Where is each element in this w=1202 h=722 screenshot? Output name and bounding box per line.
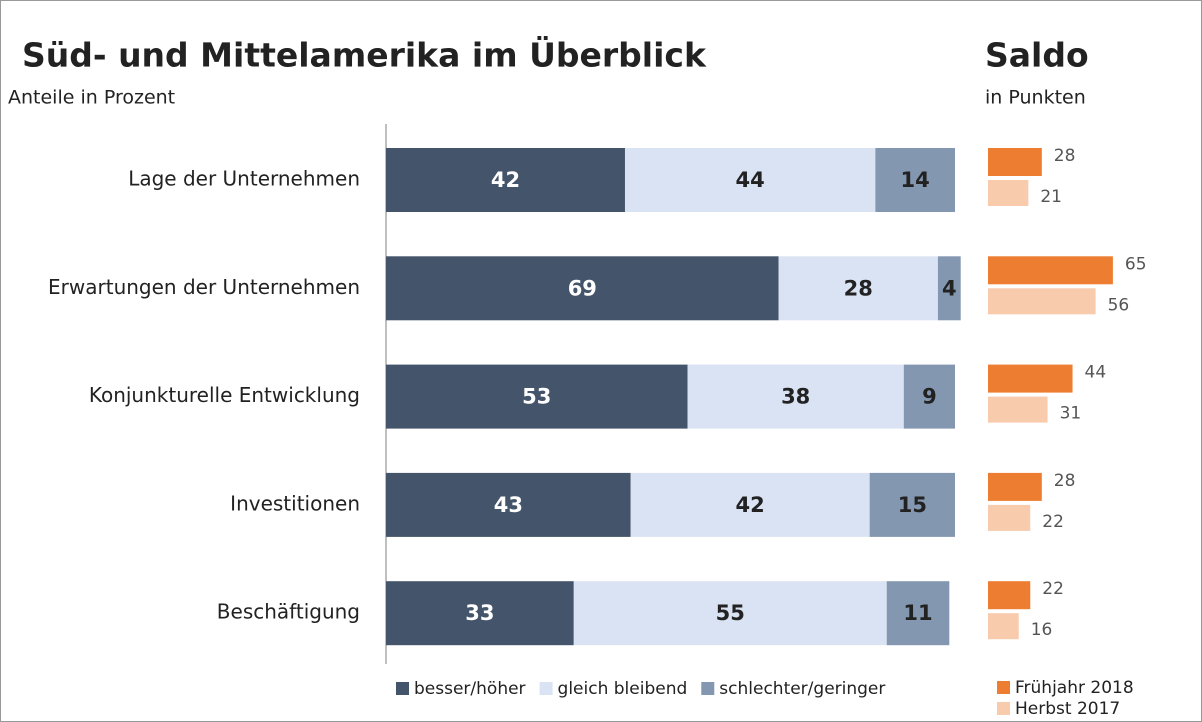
saldo-label: 44 (1085, 363, 1107, 383)
data-label: 42 (736, 493, 765, 517)
data-label: 28 (844, 276, 873, 300)
saldo-bar (988, 256, 1113, 285)
chart-title: Süd- und Mittelamerika im Überblick (22, 35, 707, 75)
data-label: 55 (716, 601, 745, 625)
bar-segment (903, 364, 955, 429)
bar-segment (869, 472, 955, 537)
legend-swatch (997, 702, 1010, 715)
data-label: 69 (568, 276, 597, 300)
saldo-bar (988, 613, 1019, 640)
category-label: Erwartungen der Unternehmen (48, 275, 360, 299)
data-label: 33 (465, 601, 494, 625)
bar-segment (386, 364, 688, 429)
saldo-label: 28 (1054, 146, 1076, 166)
saldo-subtitle: in Punkten (985, 87, 1086, 109)
saldo-bar (988, 364, 1073, 393)
category-label: Lage der Unternehmen (128, 167, 360, 191)
legend-swatch (539, 682, 553, 695)
saldo-title: Saldo (985, 36, 1089, 75)
bar-segment (386, 148, 625, 212)
data-label: 43 (494, 493, 523, 517)
legend-swatch (997, 681, 1010, 694)
bar-segment (386, 472, 631, 537)
bar-segment (573, 581, 887, 646)
saldo-bar (988, 148, 1042, 176)
data-label: 9 (922, 385, 937, 409)
saldo-bar (988, 581, 1031, 610)
bar-segment (937, 256, 961, 321)
bar-segment (386, 256, 779, 321)
saldo-bar (988, 180, 1029, 206)
bar-segment (630, 472, 870, 537)
saldo-bar (988, 504, 1031, 531)
data-label: 11 (903, 601, 932, 625)
bar-segment (875, 148, 955, 212)
legend-label: Frühjahr 2018 (1015, 678, 1134, 698)
bar-segment (687, 364, 904, 429)
legend-swatch (701, 682, 715, 695)
data-label: 53 (522, 385, 551, 409)
saldo-label: 28 (1054, 471, 1076, 491)
saldo-label: 65 (1125, 254, 1147, 274)
saldo-label: 31 (1060, 404, 1082, 424)
category-label: Konjunkturelle Entwicklung (89, 383, 360, 407)
data-label: 14 (901, 168, 930, 192)
data-label: 4 (942, 276, 957, 300)
data-label: 44 (736, 168, 765, 192)
bar-segment (386, 581, 574, 646)
saldo-label: 56 (1108, 295, 1130, 315)
saldo-label: 16 (1031, 620, 1053, 640)
legend-label: besser/höher (414, 679, 526, 699)
data-label: 42 (491, 168, 520, 192)
bar-segment (624, 148, 876, 212)
legend-label: gleich bleibend (558, 679, 688, 699)
saldo-bar (988, 472, 1042, 501)
legend-label: Herbst 2017 (1015, 699, 1120, 719)
saldo-label: 22 (1042, 512, 1064, 532)
saldo-label: 22 (1042, 579, 1064, 599)
chart-subtitle: Anteile in Prozent (8, 87, 175, 109)
category-label: Beschäftigung (217, 600, 360, 624)
saldo-bar (988, 396, 1048, 423)
category-label: Investitionen (230, 491, 360, 515)
bar-segment (886, 581, 950, 646)
legend-label: schlechter/geringer (719, 679, 885, 699)
bar-segment (778, 256, 938, 321)
data-label: 38 (781, 385, 810, 409)
legend-swatch (396, 682, 409, 695)
saldo-bar (988, 288, 1096, 315)
data-label: 15 (898, 493, 927, 517)
saldo-label: 21 (1040, 187, 1062, 207)
